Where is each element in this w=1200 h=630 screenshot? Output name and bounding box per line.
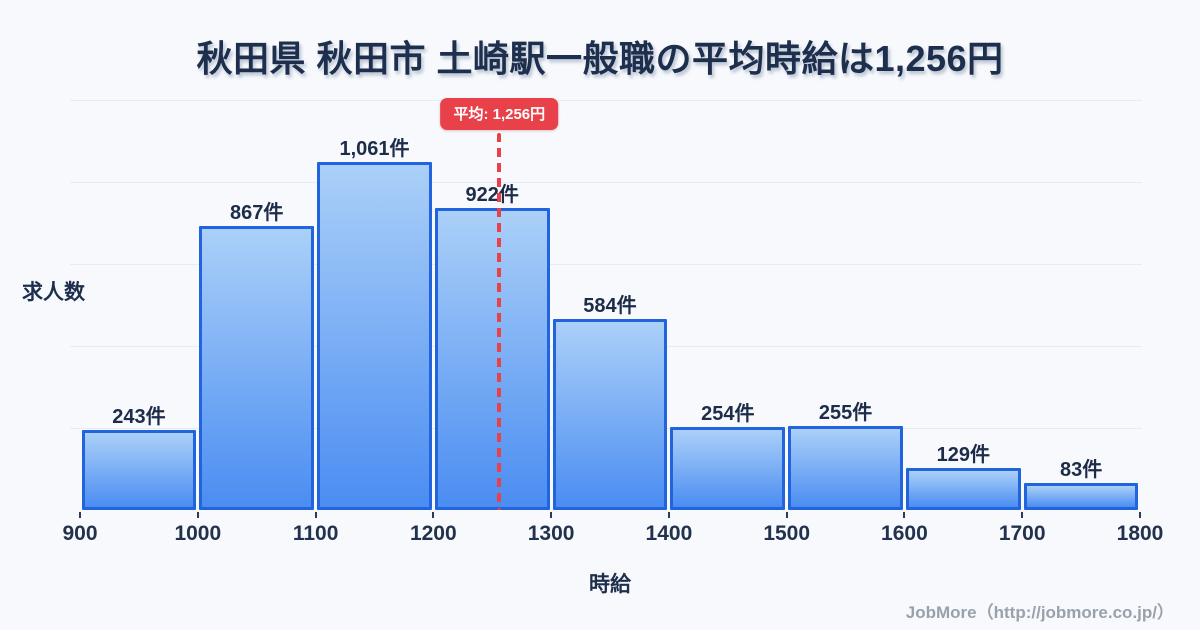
mean-line <box>497 133 502 510</box>
x-axis-label: 時給 <box>589 573 631 596</box>
x-axis-tick <box>432 512 435 518</box>
histogram-bar <box>199 225 315 510</box>
x-axis-tick <box>1021 512 1024 518</box>
chart-title: 秋田県 秋田市 土崎駅一般職の平均時給は1,256円 <box>196 38 1004 79</box>
histogram-bar <box>1023 482 1139 510</box>
footer-credit: JobMore（http://jobmore.co.jp/） <box>905 603 1174 622</box>
x-axis-tick-label: 1300 <box>527 522 575 545</box>
histogram-bar <box>552 318 668 510</box>
x-axis-tick <box>785 512 788 518</box>
x-axis-tick-label: 1700 <box>998 522 1046 545</box>
x-axis-tick-label: 1200 <box>409 522 457 545</box>
x-axis-tick <box>314 512 317 518</box>
x-axis-tick-label: 1600 <box>881 522 928 545</box>
histogram-bar <box>788 426 903 510</box>
x-axis-tick-label: 1400 <box>645 522 693 545</box>
bar-value-label: 129件 <box>936 443 990 466</box>
x-axis-tick-label: 1100 <box>292 522 339 545</box>
histogram-bar <box>905 467 1021 510</box>
histogram-bar <box>81 430 197 510</box>
bar-value-label: 584件 <box>583 294 637 317</box>
x-axis-tick-label: 1000 <box>174 522 222 545</box>
x-axis-tick-label: 1500 <box>763 522 811 545</box>
bar-value-label: 243件 <box>112 406 166 429</box>
x-axis-tick <box>667 512 670 518</box>
mean-badge: 平均: 1,256円 <box>440 98 559 130</box>
y-axis-label: 求人数 <box>22 281 85 304</box>
x-axis-tick-label: 900 <box>62 522 98 545</box>
histogram-bar <box>317 162 432 510</box>
gridline <box>70 264 1142 265</box>
x-axis-tick-label: 1800 <box>1116 522 1164 545</box>
gridline <box>70 100 1142 101</box>
histogram-bar <box>434 207 550 510</box>
bar-value-label: 1,061件 <box>339 138 410 160</box>
x-axis-tick <box>550 512 553 518</box>
bar-value-label: 867件 <box>230 201 284 224</box>
x-axis-tick <box>79 512 81 518</box>
histogram-bar <box>670 426 786 510</box>
x-axis-tick <box>196 512 199 518</box>
bar-value-label: 83件 <box>1059 458 1103 481</box>
bar-value-label: 255件 <box>818 402 873 425</box>
bar-value-label: 922件 <box>465 183 519 206</box>
x-axis-tick <box>903 512 906 518</box>
bar-value-label: 254件 <box>701 402 755 425</box>
gridline <box>70 182 1142 183</box>
x-axis-tick <box>1139 512 1141 518</box>
